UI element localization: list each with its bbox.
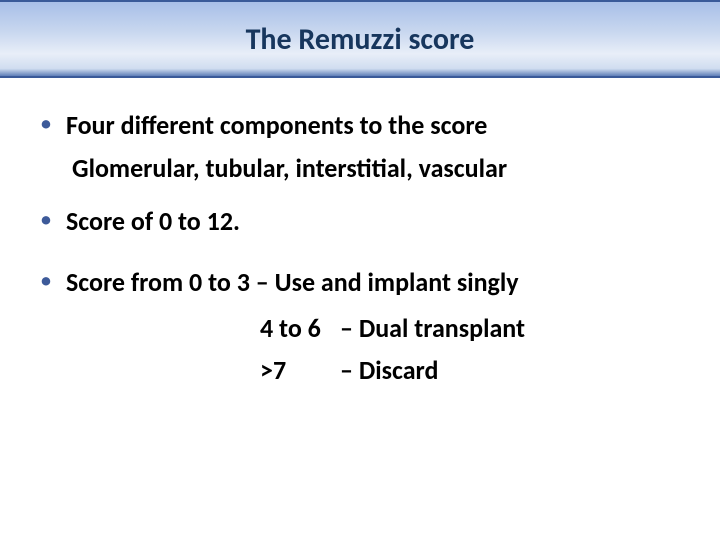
spacer: [40, 247, 680, 265]
score-action-2: – Discard: [340, 350, 438, 392]
bullet-icon: •: [40, 108, 52, 139]
score-table: 4 to 6 – Dual transplant >7 – Discard: [260, 308, 680, 391]
bullet-1-sub: Glomerular, tubular, interstitial, vascu…: [72, 151, 680, 186]
bullet-2: • Score of 0 to 12.: [40, 204, 680, 239]
bullet-3-text: Score from 0 to 3 – Use and implant sing…: [66, 265, 519, 300]
score-range-1: 4 to 6: [260, 308, 340, 350]
bullet-icon: •: [40, 204, 52, 235]
bullet-icon: •: [40, 265, 52, 296]
bullet-1: • Four different components to the score: [40, 108, 680, 143]
slide-title: The Remuzzi score: [246, 21, 475, 58]
score-row-2: >7 – Discard: [260, 350, 680, 392]
title-bar: The Remuzzi score: [0, 0, 720, 78]
score-range-2: >7: [260, 350, 340, 392]
bullet-2-text: Score of 0 to 12.: [66, 204, 240, 239]
bullet-3: • Score from 0 to 3 – Use and implant si…: [40, 265, 680, 300]
bullet-1-text: Four different components to the score: [66, 108, 487, 143]
slide-content: • Four different components to the score…: [0, 78, 720, 412]
score-row-1: 4 to 6 – Dual transplant: [260, 308, 680, 350]
score-action-1: – Dual transplant: [340, 308, 525, 350]
